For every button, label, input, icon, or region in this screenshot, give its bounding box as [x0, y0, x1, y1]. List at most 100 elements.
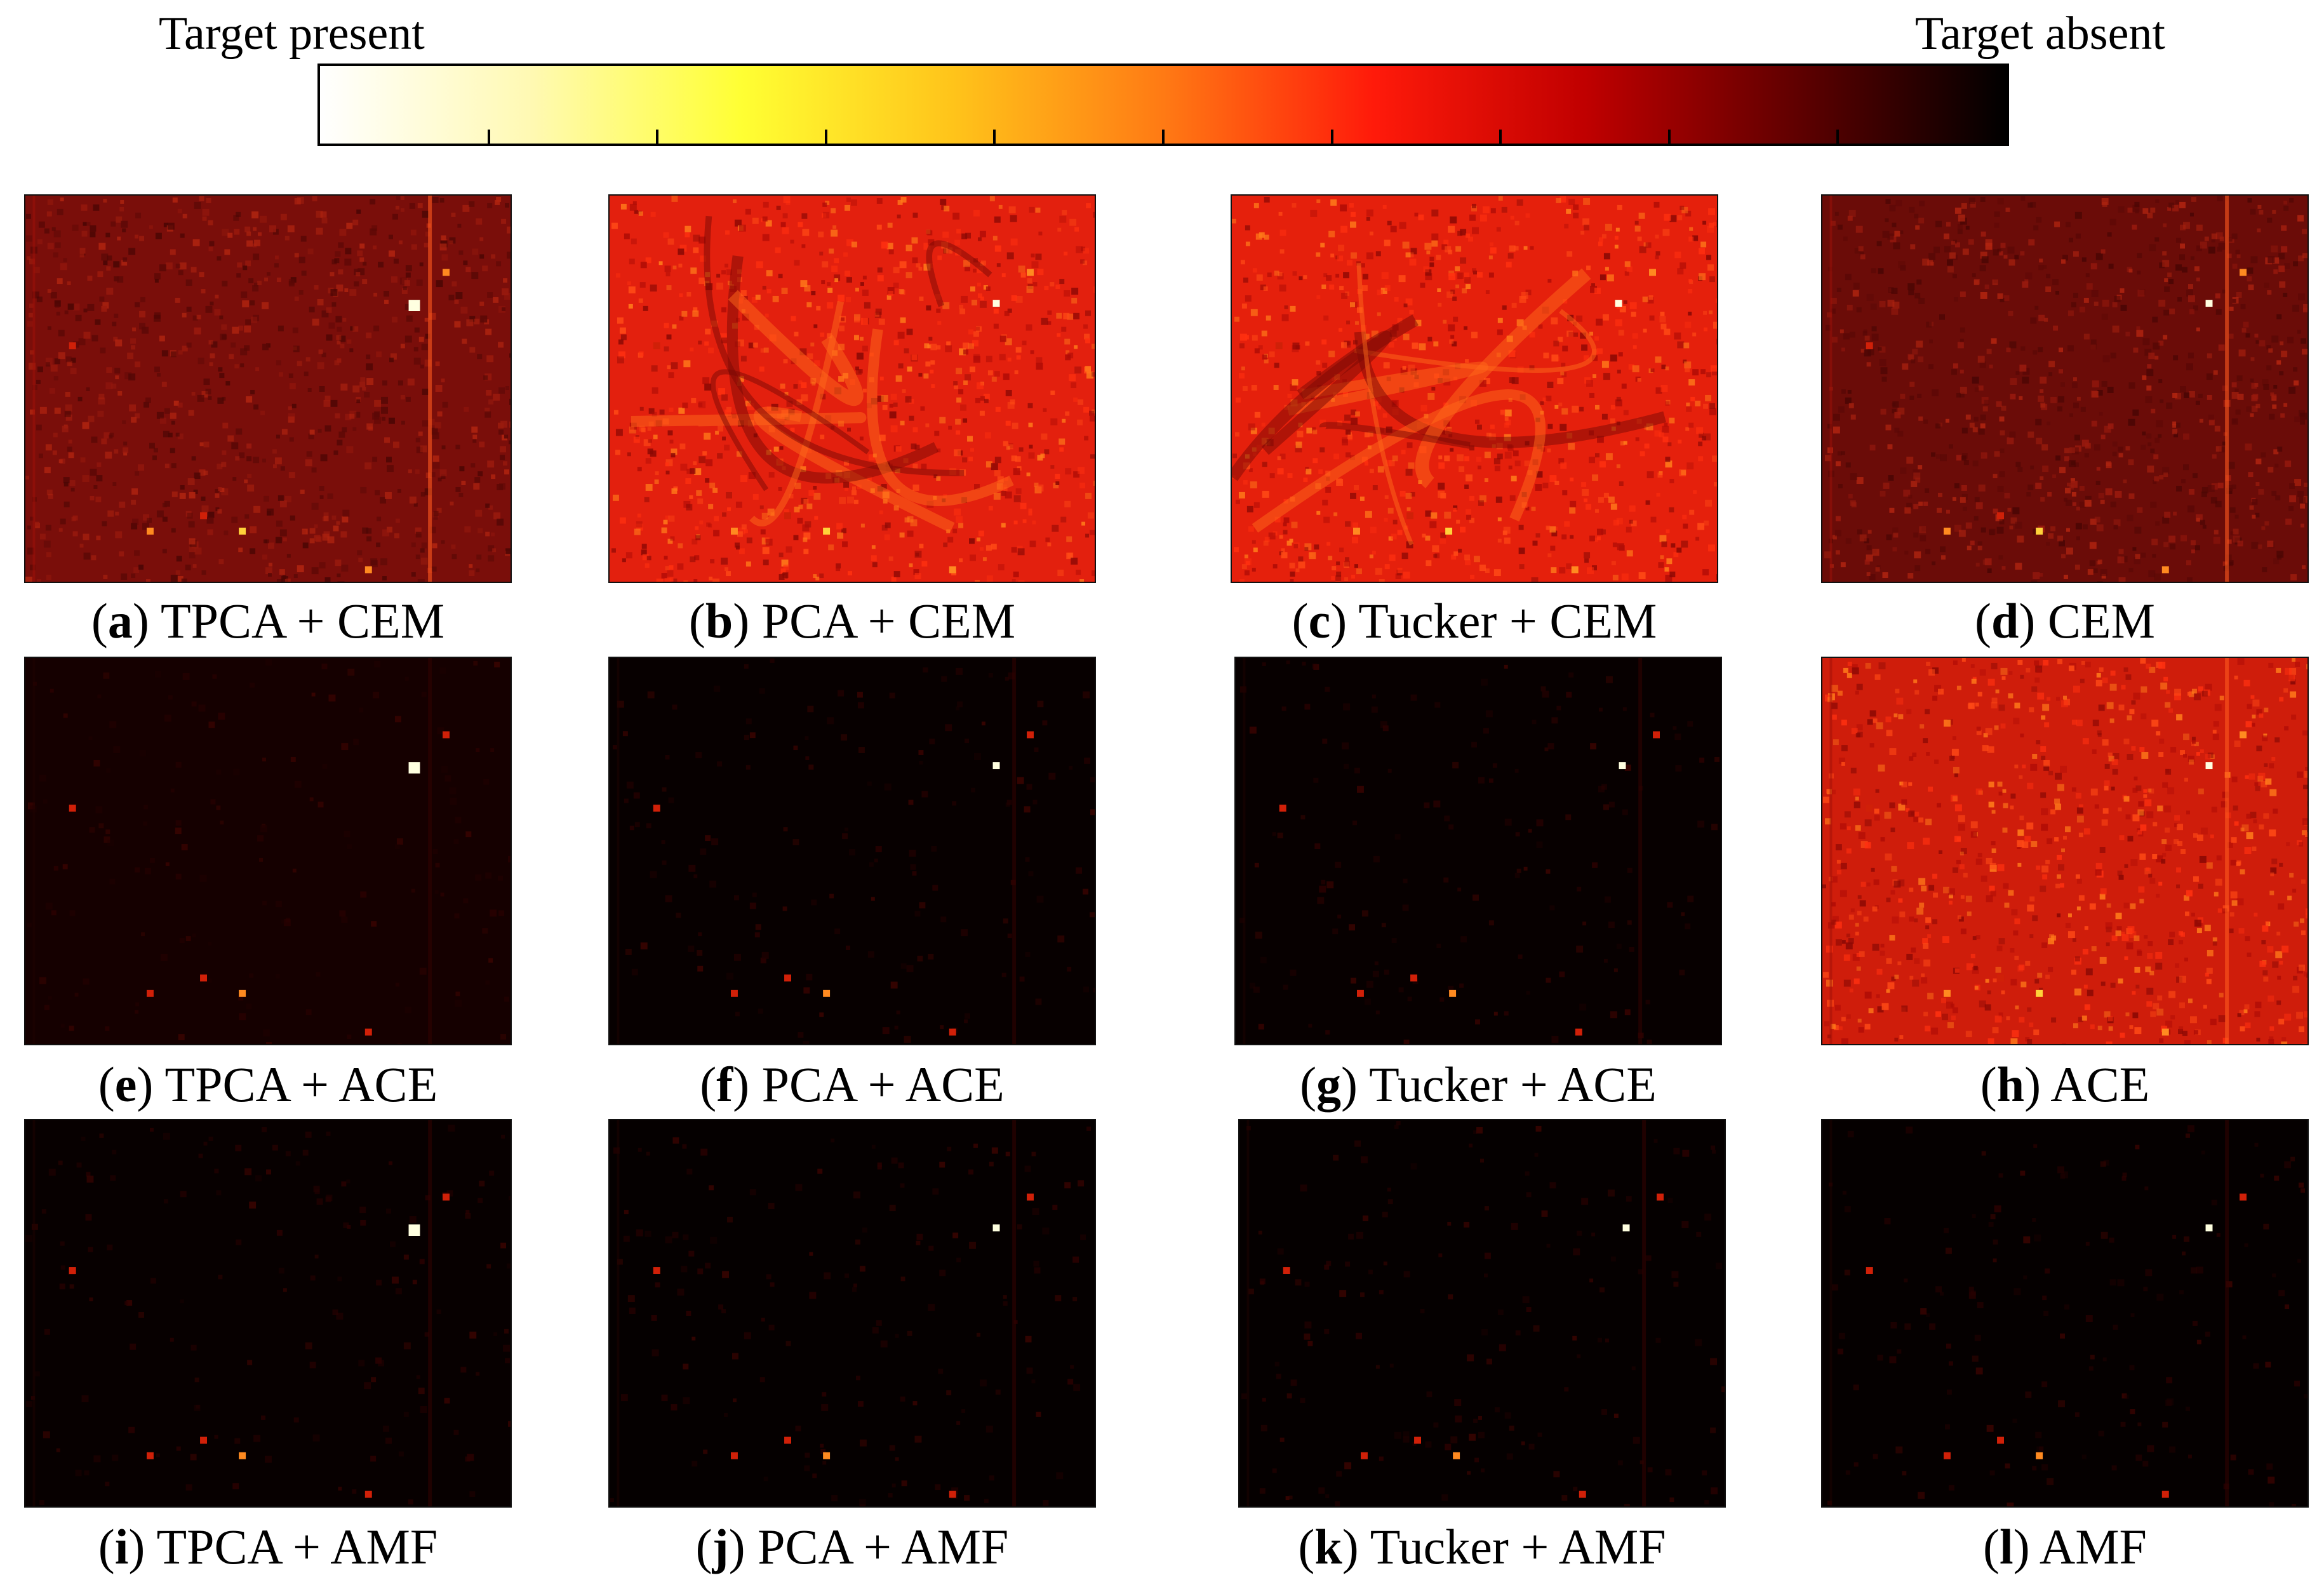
detection-map: [610, 196, 1095, 582]
target-pixel: [1944, 527, 1951, 535]
caption-b-letter: b: [705, 593, 733, 648]
panel-e-image: [24, 657, 512, 1045]
caption-b: (b) PCA + CEM: [688, 593, 1016, 648]
target-pixel: [443, 269, 450, 276]
target-pixel: [408, 300, 420, 312]
target-pixel: [1357, 989, 1364, 997]
panel-b-image: [608, 194, 1096, 583]
target-pixel: [1575, 1028, 1582, 1036]
caption-f-label: PCA + ACE: [761, 1057, 1005, 1112]
target-pixel: [1579, 1490, 1586, 1498]
target-pixel: [1866, 342, 1873, 350]
target-pixel: [1279, 805, 1286, 812]
target-pixel: [784, 512, 792, 519]
caption-f: (f) PCA + ACE: [700, 1057, 1005, 1112]
detection-map: [1236, 658, 1721, 1044]
caption-k-label: Tucker + AMF: [1370, 1519, 1666, 1574]
caption-e: (e) TPCA + ACE: [98, 1057, 438, 1112]
caption-c-label: Tucker + CEM: [1358, 593, 1657, 648]
target-pixel: [823, 989, 831, 997]
target-pixel: [1406, 512, 1414, 519]
detection-map: [25, 1120, 511, 1506]
target-pixel: [147, 989, 154, 997]
detection-map: [1822, 196, 2307, 582]
panel-f-image: [608, 657, 1096, 1045]
target-pixel: [2161, 566, 2169, 573]
colorbar-tick: [656, 130, 659, 144]
caption-e-label: TPCA + ACE: [164, 1057, 438, 1112]
colorbar-tick: [993, 130, 996, 144]
target-pixel: [1649, 269, 1657, 276]
caption-k: (k) Tucker + AMF: [1298, 1519, 1666, 1574]
target-pixel: [364, 566, 372, 573]
detection-map: [610, 1120, 1095, 1506]
target-pixel: [949, 1028, 956, 1036]
target-pixel: [239, 1452, 246, 1459]
caption-d: (d) CEM: [1975, 593, 2155, 648]
panel-h-image: [1821, 657, 2309, 1045]
caption-k-letter: k: [1314, 1519, 1342, 1574]
target-pixel: [1275, 342, 1283, 350]
colorbar-tick: [824, 130, 827, 144]
target-pixel: [1410, 974, 1418, 982]
caption-j-letter: j: [712, 1519, 729, 1574]
target-pixel: [1571, 566, 1579, 573]
target-pixel: [239, 527, 246, 535]
target-pixel: [200, 974, 208, 982]
target-pixel: [1283, 1267, 1290, 1275]
target-pixel: [1619, 762, 1626, 770]
target-pixel: [1449, 989, 1457, 997]
target-pixel: [200, 1436, 208, 1444]
target-pixel: [823, 1452, 831, 1459]
caption-f-letter: f: [716, 1057, 733, 1112]
target-pixel: [2161, 1490, 2169, 1498]
target-pixel: [408, 762, 420, 774]
caption-h-label: ACE: [2050, 1057, 2150, 1112]
target-pixel: [69, 342, 76, 350]
caption-h: (h) ACE: [1980, 1057, 2150, 1112]
colorbar: [317, 64, 2009, 146]
target-pixel: [2240, 269, 2247, 276]
colorbar-tick: [1499, 130, 1502, 144]
detection-map: [25, 658, 511, 1044]
colorbar-right-label: Target absent: [1914, 8, 2165, 60]
target-pixel: [2205, 762, 2213, 770]
target-pixel: [1353, 527, 1360, 535]
target-pixel: [1866, 805, 1873, 812]
caption-a-label: TPCA + CEM: [160, 593, 445, 648]
target-pixel: [364, 1028, 372, 1036]
target-pixel: [1027, 269, 1034, 276]
target-pixel: [2036, 1452, 2043, 1459]
target-pixel: [1414, 1436, 1422, 1444]
panel-d-image: [1821, 194, 2309, 583]
detection-map: [1822, 658, 2307, 1044]
target-pixel: [823, 527, 831, 535]
panel-j-image: [608, 1119, 1096, 1508]
target-pixel: [408, 1224, 420, 1236]
colorbar-tick: [487, 130, 490, 144]
caption-i-letter: i: [114, 1519, 129, 1574]
target-pixel: [1944, 1452, 1951, 1459]
panel-l-image: [1821, 1119, 2309, 1508]
target-pixel: [1453, 1452, 1460, 1459]
target-pixel: [364, 1490, 372, 1498]
caption-j-label: PCA + AMF: [758, 1519, 1009, 1574]
caption-c: (c) Tucker + CEM: [1292, 593, 1657, 648]
caption-g: (g) Tucker + ACE: [1300, 1057, 1657, 1112]
panel-g-image: [1234, 657, 1722, 1045]
target-pixel: [1657, 1193, 1664, 1201]
target-pixel: [1622, 1224, 1630, 1232]
detection-map: [25, 196, 511, 582]
panel-a-image: [24, 194, 512, 583]
target-pixel: [731, 1452, 738, 1459]
target-pixel: [949, 566, 956, 573]
target-pixel: [992, 762, 1000, 770]
caption-d-label: CEM: [2047, 593, 2155, 648]
target-pixel: [69, 1267, 76, 1275]
detection-map: [610, 658, 1095, 1044]
target-pixel: [1944, 989, 1951, 997]
panel-k-image: [1238, 1119, 1726, 1508]
target-pixel: [949, 1490, 956, 1498]
target-pixel: [1997, 974, 2005, 982]
